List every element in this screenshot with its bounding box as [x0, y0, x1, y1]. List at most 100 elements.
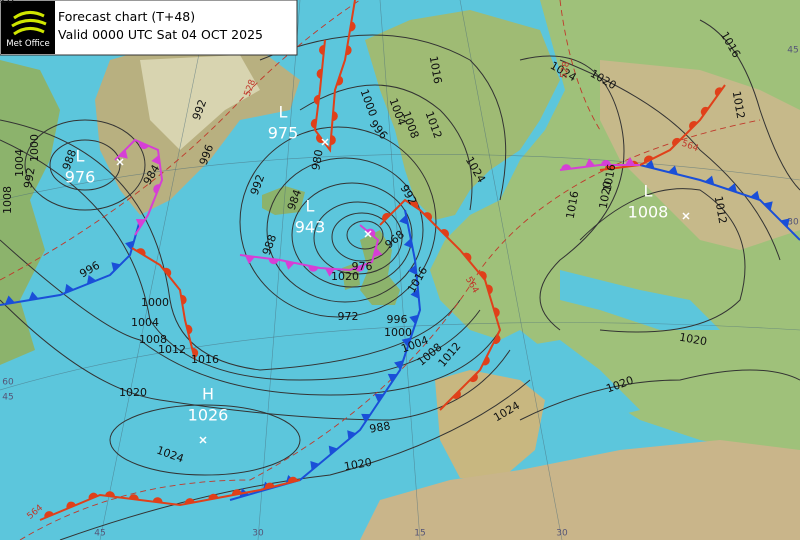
- header: Met Office Forecast chart (T+48) Valid 0…: [0, 0, 298, 56]
- latitude-line: [0, 322, 800, 391]
- black-sea: [560, 270, 720, 330]
- front-line: [239, 224, 380, 272]
- cold-front-marker: [394, 360, 404, 370]
- warm-front-marker: [180, 294, 187, 305]
- warm-front-marker: [232, 489, 242, 496]
- warm-front-marker: [601, 160, 611, 165]
- valid-time: Valid 0000 UTC Sat 04 OCT 2025: [58, 27, 263, 42]
- cold-front-marker: [401, 337, 411, 347]
- warm-front-marker: [316, 68, 323, 79]
- latitude-line: [0, 154, 800, 201]
- thickness-line: [0, 0, 361, 281]
- warm-front-marker: [672, 137, 681, 147]
- warm-front-marker: [310, 118, 317, 129]
- warm-front-marker: [561, 164, 572, 170]
- warm-front-marker: [336, 75, 344, 86]
- cold-front-marker: [125, 240, 135, 251]
- warm-front-marker: [186, 324, 193, 335]
- cold-front-marker: [585, 158, 596, 167]
- centre-cross: [116, 158, 124, 166]
- warm-front-marker: [486, 284, 493, 295]
- isobar-label: 996: [387, 313, 408, 326]
- cold-front-marker: [625, 157, 635, 165]
- isobar: [0, 239, 501, 396]
- cold-front-marker: [361, 413, 371, 423]
- warm-front-marker: [366, 228, 376, 237]
- fronts: [0, 0, 800, 521]
- warm-front-marker: [104, 491, 115, 497]
- africa: [360, 440, 800, 540]
- grid-label: 30: [556, 529, 568, 539]
- centre-pressure: 943: [295, 218, 326, 237]
- cold-front-marker: [28, 291, 39, 301]
- isobar-label: 976: [352, 260, 373, 273]
- cold-front-marker: [668, 165, 678, 175]
- warm-front-marker: [330, 135, 336, 146]
- warm-front-marker: [316, 134, 324, 143]
- cold-front-marker: [704, 175, 715, 185]
- front-line: [114, 138, 164, 236]
- isobar-label: 1000: [28, 134, 41, 162]
- warm-front-marker: [152, 497, 163, 503]
- isobar-label: 1004: [131, 316, 159, 329]
- isobar: [24, 119, 146, 211]
- cold-front-marker: [324, 268, 335, 277]
- mediterranean: [500, 340, 640, 420]
- longitude-line: [379, 0, 421, 540]
- warm-front-marker: [409, 200, 419, 209]
- warm-front-marker: [440, 229, 450, 238]
- warm-front-marker: [345, 45, 352, 56]
- cold-front-marker: [328, 445, 338, 455]
- warm-front-marker: [452, 390, 461, 400]
- isobar-label: 1008: [139, 333, 167, 346]
- warm-front-marker: [319, 44, 325, 55]
- isobar: [0, 299, 511, 421]
- front-line: [131, 247, 196, 361]
- north-america: [0, 60, 60, 365]
- warm-front-marker: [469, 373, 478, 383]
- warm-front-marker: [313, 94, 320, 105]
- longitude-line: [257, 0, 301, 540]
- warm-front-marker: [689, 120, 698, 130]
- warm-front-marker: [128, 494, 139, 500]
- isobar: [346, 220, 384, 250]
- grid-label: 45: [2, 393, 13, 403]
- centre-pressure: 975: [268, 124, 299, 143]
- isobar-label: 980: [309, 148, 325, 171]
- isobar-label: 1020: [119, 386, 147, 399]
- grid-label: 30: [252, 529, 264, 539]
- centre-pressure: 1026: [188, 406, 229, 425]
- warm-front-marker: [264, 482, 275, 489]
- isobar-label: 1008: [1, 186, 14, 214]
- cold-front-marker: [780, 218, 790, 228]
- warm-front-marker: [268, 258, 279, 265]
- cold-front-marker: [64, 283, 74, 294]
- warm-front-marker: [287, 476, 298, 483]
- cold-front-marker: [86, 274, 97, 285]
- logo-mark: [11, 11, 47, 36]
- warm-front-marker: [139, 141, 149, 149]
- isobar: [313, 201, 403, 275]
- isobar-label: 1028: [0, 0, 14, 6]
- isobar-label: 1016: [191, 353, 219, 366]
- logo-text: Met Office: [6, 39, 49, 49]
- warm-front-marker: [643, 155, 654, 163]
- warm-front-marker: [88, 492, 99, 500]
- centre-pressure: 1008: [628, 203, 669, 222]
- cold-front-marker: [763, 201, 773, 211]
- warm-front-marker: [493, 307, 500, 318]
- isobar: [699, 19, 800, 191]
- centre-type: L: [306, 197, 315, 216]
- warm-front-marker: [153, 184, 161, 194]
- cold-front-marker: [387, 373, 398, 383]
- warm-front-marker: [463, 252, 472, 262]
- cold-front-marker: [373, 247, 383, 258]
- thickness-label: 528: [559, 60, 572, 79]
- longitude-line: [459, 0, 563, 540]
- front-line: [313, 0, 356, 153]
- isobar: [266, 157, 424, 303]
- warm-front-marker: [354, 264, 365, 272]
